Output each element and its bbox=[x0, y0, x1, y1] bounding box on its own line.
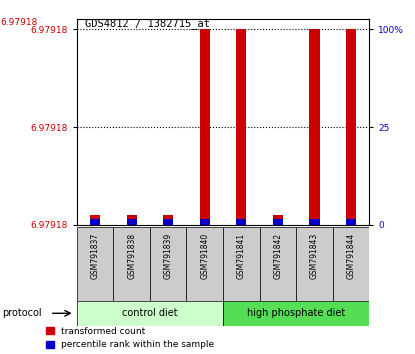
Bar bbox=[260, 227, 296, 301]
Text: protocol: protocol bbox=[2, 308, 42, 318]
Legend: transformed count, percentile rank within the sample: transformed count, percentile rank withi… bbox=[46, 327, 215, 349]
Text: GSM791837: GSM791837 bbox=[90, 233, 100, 279]
Bar bbox=[150, 227, 186, 301]
Bar bbox=[273, 219, 283, 225]
Bar bbox=[346, 219, 356, 225]
Text: GSM791844: GSM791844 bbox=[347, 233, 356, 279]
Bar bbox=[113, 227, 150, 301]
Bar bbox=[223, 301, 369, 326]
Bar bbox=[236, 219, 247, 225]
Text: GSM791838: GSM791838 bbox=[127, 233, 136, 279]
Bar bbox=[90, 215, 100, 225]
Bar bbox=[163, 219, 173, 225]
Bar bbox=[273, 215, 283, 225]
Bar bbox=[346, 29, 356, 225]
Bar bbox=[296, 227, 333, 301]
Text: GSM791840: GSM791840 bbox=[200, 233, 209, 279]
Bar bbox=[77, 301, 223, 326]
Bar bbox=[163, 215, 173, 225]
Bar bbox=[127, 219, 137, 225]
Text: 6.97918: 6.97918 bbox=[0, 18, 37, 27]
Bar bbox=[90, 219, 100, 225]
Bar bbox=[309, 29, 320, 225]
Bar bbox=[236, 29, 247, 225]
Bar bbox=[333, 227, 369, 301]
Bar bbox=[200, 219, 210, 225]
Text: control diet: control diet bbox=[122, 308, 178, 318]
Bar bbox=[186, 227, 223, 301]
Text: high phosphate diet: high phosphate diet bbox=[247, 308, 345, 318]
Bar bbox=[127, 215, 137, 225]
Text: GDS4812 / 1382715_at: GDS4812 / 1382715_at bbox=[85, 18, 210, 29]
Bar bbox=[200, 29, 210, 225]
Text: GSM791843: GSM791843 bbox=[310, 233, 319, 279]
Text: GSM791842: GSM791842 bbox=[273, 233, 283, 279]
Text: GSM791839: GSM791839 bbox=[164, 233, 173, 279]
Bar bbox=[77, 227, 113, 301]
Text: GSM791841: GSM791841 bbox=[237, 233, 246, 279]
Bar bbox=[309, 219, 320, 225]
Bar bbox=[223, 227, 260, 301]
